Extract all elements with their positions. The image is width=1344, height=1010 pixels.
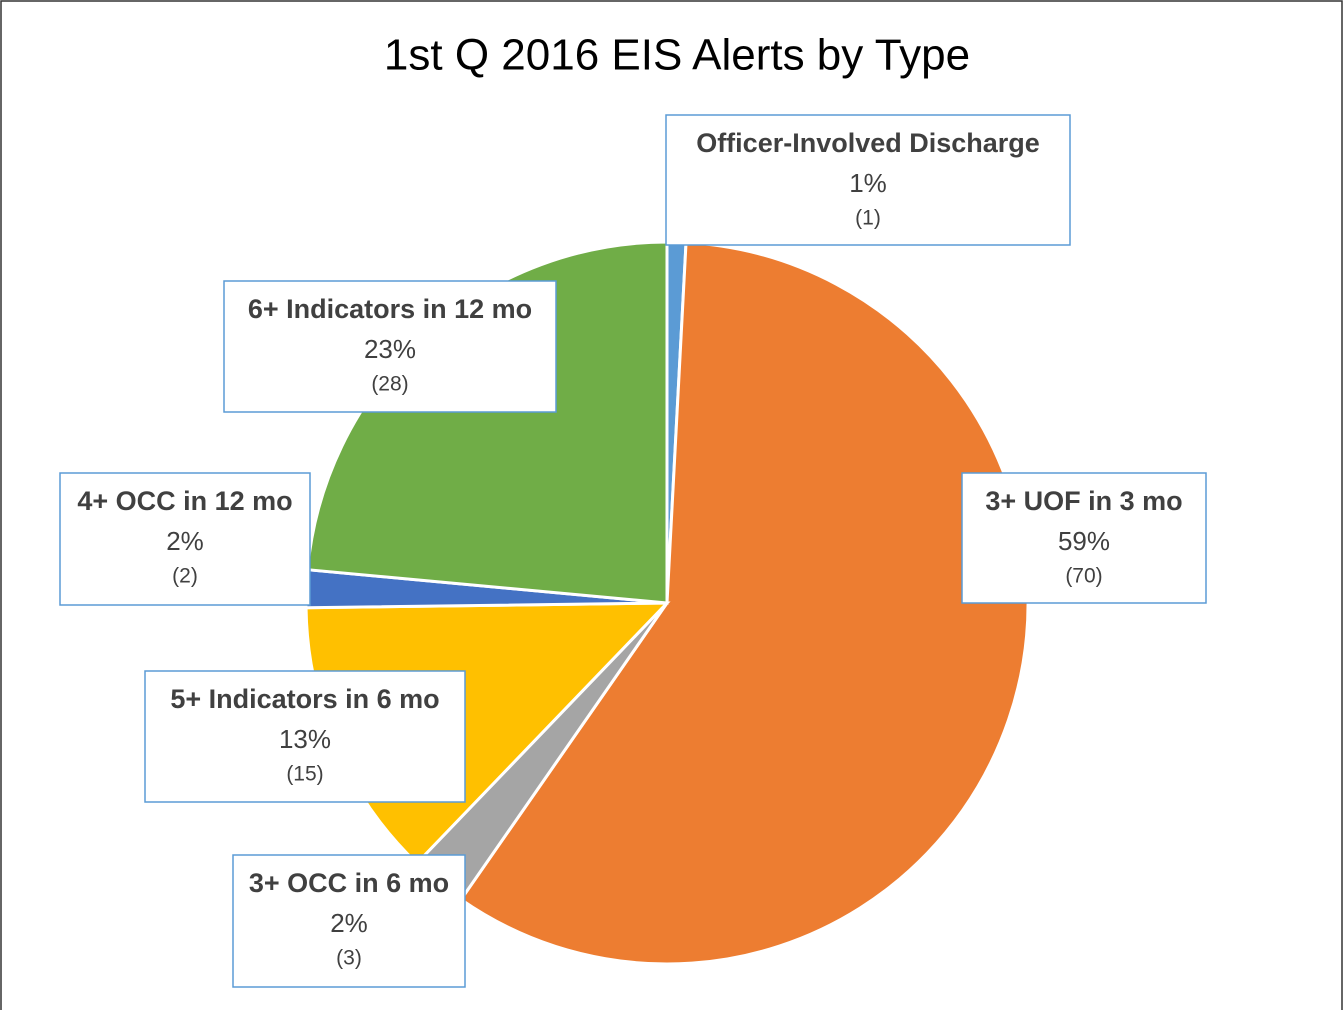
label-box bbox=[144, 670, 466, 803]
label-box bbox=[961, 472, 1207, 604]
chart-title: 1st Q 2016 EIS Alerts by Type bbox=[384, 31, 970, 80]
slice-label: 4+ OCC in 12 mo bbox=[77, 486, 292, 516]
slice-count: (3) bbox=[336, 947, 362, 970]
slice-percent: 23% bbox=[364, 334, 416, 364]
slice-percent: 2% bbox=[166, 526, 204, 556]
label-box bbox=[59, 472, 311, 606]
slice-count: (1) bbox=[855, 207, 881, 230]
slice-label: 6+ Indicators in 12 mo bbox=[248, 294, 532, 324]
slice-count: (28) bbox=[371, 373, 408, 396]
slice-percent: 2% bbox=[330, 908, 368, 938]
slice-count: (2) bbox=[172, 565, 198, 588]
label-box bbox=[223, 280, 557, 413]
slice-label: Officer-Involved Discharge bbox=[696, 128, 1040, 158]
slice-label: 5+ Indicators in 6 mo bbox=[170, 684, 439, 714]
label-box bbox=[665, 114, 1071, 246]
slice-percent: 59% bbox=[1058, 526, 1110, 556]
slice-label: 3+ UOF in 3 mo bbox=[985, 486, 1182, 516]
slice-count: (15) bbox=[286, 763, 323, 786]
pie-slice bbox=[458, 240, 1030, 966]
slice-percent: 1% bbox=[849, 168, 887, 198]
label-box bbox=[232, 854, 466, 988]
slice-label: 3+ OCC in 6 mo bbox=[249, 868, 449, 898]
slice-count: (70) bbox=[1065, 565, 1102, 588]
slice-percent: 13% bbox=[279, 724, 331, 754]
